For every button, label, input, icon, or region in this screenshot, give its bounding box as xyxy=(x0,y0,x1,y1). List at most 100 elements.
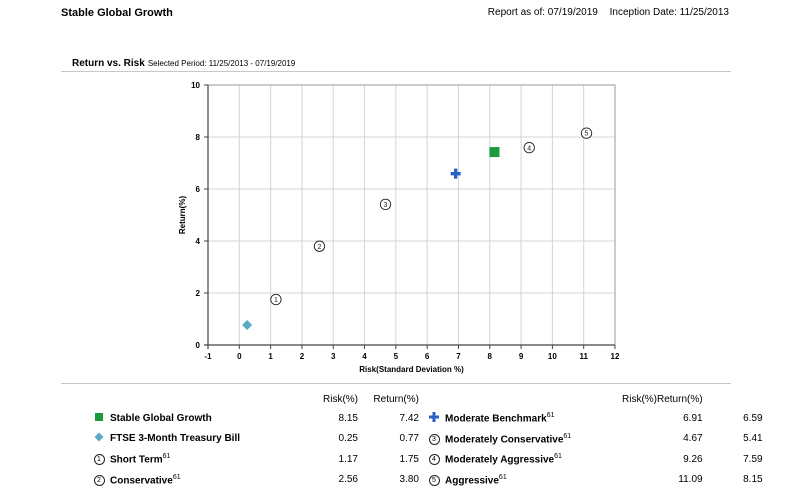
x-tick-label: 3 xyxy=(331,352,336,361)
point-diamond xyxy=(242,319,253,330)
legend-return: 5.41 xyxy=(743,433,763,445)
y-tick-label: 0 xyxy=(196,341,201,350)
legend-risk: 1.17 xyxy=(338,453,358,465)
circle-2-icon: 2 xyxy=(92,470,106,491)
legend-label: Aggressive xyxy=(445,474,499,486)
circle-3-icon: 3 xyxy=(427,429,441,450)
x-tick-label: 4 xyxy=(362,352,367,361)
legend-return: 1.75 xyxy=(399,453,419,465)
y-tick-label: 6 xyxy=(196,185,201,194)
inception-date: Inception Date: 11/25/2013 xyxy=(609,7,729,18)
y-tick-label: 4 xyxy=(196,237,201,246)
legend-table: Risk(%) Return(%) Risk(%) Return(%) Stab… xyxy=(92,390,763,490)
x-tick-label: 1 xyxy=(268,352,273,361)
legend-return: 8.15 xyxy=(743,474,763,486)
return-column-header: Return(%) xyxy=(373,393,419,405)
x-tick-label: 0 xyxy=(237,352,242,361)
legend-label: Stable Global Growth xyxy=(110,412,212,424)
selected-period: Selected Period: 11/25/2013 - 07/19/2019 xyxy=(147,59,296,68)
legend-return: 0.77 xyxy=(399,433,419,445)
legend-label: Moderately Aggressive xyxy=(445,454,555,466)
risk-column-header: Risk(%) xyxy=(323,393,358,405)
y-tick-label: 8 xyxy=(196,133,201,142)
x-tick-label: 7 xyxy=(456,352,461,361)
y-axis-label: Return(%) xyxy=(178,196,187,235)
point-circle-5: 5 xyxy=(580,127,593,139)
legend-label: Moderate Benchmark xyxy=(445,413,547,425)
legend-label: Conservative xyxy=(110,474,173,486)
legend-risk: 2.56 xyxy=(338,474,358,486)
x-tick-label: 2 xyxy=(300,352,305,361)
x-tick-label: 8 xyxy=(488,352,493,361)
footnote-marker: 61 xyxy=(162,453,171,461)
legend-return: 6.59 xyxy=(743,412,763,424)
legend-return: 7.42 xyxy=(399,412,419,424)
chart-grid xyxy=(208,85,615,345)
point-number-label: 5 xyxy=(585,131,589,138)
footnote-marker: 61 xyxy=(563,432,572,440)
top-divider xyxy=(61,71,731,72)
legend-row: Stable Global Growth 8.15 7.42 Moderate … xyxy=(92,408,763,429)
legend-risk: 6.91 xyxy=(683,412,703,424)
x-axis-label: Risk(Standard Deviation %) xyxy=(359,365,464,374)
legend-risk: 9.26 xyxy=(683,453,703,465)
legend-risk: 0.25 xyxy=(338,433,358,445)
x-tick-label: 11 xyxy=(579,352,588,361)
green-square-icon xyxy=(92,408,106,429)
y-tick-label: 2 xyxy=(196,289,201,298)
footnote-marker: 61 xyxy=(554,453,562,461)
legend-label: Short Term xyxy=(110,454,163,466)
point-number-label: 1 xyxy=(274,297,278,304)
teal-diamond-icon xyxy=(92,429,106,450)
circle-5-icon: 5 xyxy=(427,470,441,491)
point-number-label: 2 xyxy=(318,244,322,251)
legend-row: 1 Short Term61 1.17 1.75 4 Moderately Ag… xyxy=(92,449,763,470)
legend-risk: 8.15 xyxy=(338,412,358,424)
point-circle-outline xyxy=(270,293,282,306)
legend-row: FTSE 3-Month Treasury Bill 0.25 0.77 3 M… xyxy=(92,429,763,450)
footnote-marker: 61 xyxy=(546,412,555,420)
point-cross xyxy=(450,168,461,179)
x-tick-label: 12 xyxy=(611,352,620,361)
return-column-header: Return(%) xyxy=(657,393,703,405)
point-circle-4: 4 xyxy=(523,142,535,154)
point-circle-outline xyxy=(379,198,392,210)
x-tick-label: 6 xyxy=(425,352,430,361)
legend-risk: 4.67 xyxy=(683,433,703,445)
plot-frame xyxy=(207,84,616,346)
legend-label: Moderately Conservative xyxy=(445,433,564,445)
point-square xyxy=(489,147,500,158)
point-number-label: 3 xyxy=(384,202,388,209)
report-dates: Report as of: 07/19/2019 Inception Date:… xyxy=(488,7,729,18)
footnote-marker: 61 xyxy=(498,473,507,481)
legend-label: FTSE 3-Month Treasury Bill xyxy=(110,433,241,445)
section-title: Return vs. Risk Selected Period: 11/25/20… xyxy=(72,58,295,69)
point-circle-outline xyxy=(523,142,535,154)
legend-header-row: Risk(%) Return(%) Risk(%) Return(%) xyxy=(92,390,763,408)
legend-risk: 11.09 xyxy=(678,474,703,486)
point-circle-3: 3 xyxy=(379,198,392,210)
report-as-of: Report as of: 07/19/2019 xyxy=(487,7,598,18)
circle-4-icon: 4 xyxy=(427,449,441,470)
chart-points: 1 2 3 4 5 xyxy=(242,127,593,330)
point-circle-outline xyxy=(580,127,593,139)
blue-cross-icon xyxy=(427,408,441,429)
x-tick-label: -1 xyxy=(204,352,212,361)
x-tick-label: 5 xyxy=(394,352,399,361)
footnote-marker: 61 xyxy=(172,473,181,481)
report-title: Stable Global Growth xyxy=(61,7,173,19)
legend-divider xyxy=(61,383,731,384)
circle-1-icon: 1 xyxy=(92,449,106,470)
x-tick-label: 9 xyxy=(519,352,524,361)
point-circle-1: 1 xyxy=(270,293,282,306)
x-tick-label: 10 xyxy=(548,352,557,361)
point-circle-2: 2 xyxy=(313,240,326,252)
chart-title: Return vs. Risk xyxy=(72,58,145,69)
point-circle-outline xyxy=(313,240,326,252)
risk-column-header: Risk(%) xyxy=(622,393,657,405)
y-tick-label: 10 xyxy=(191,81,200,90)
legend-row: 2 Conservative61 2.56 3.80 5 Aggressive6… xyxy=(92,470,763,491)
